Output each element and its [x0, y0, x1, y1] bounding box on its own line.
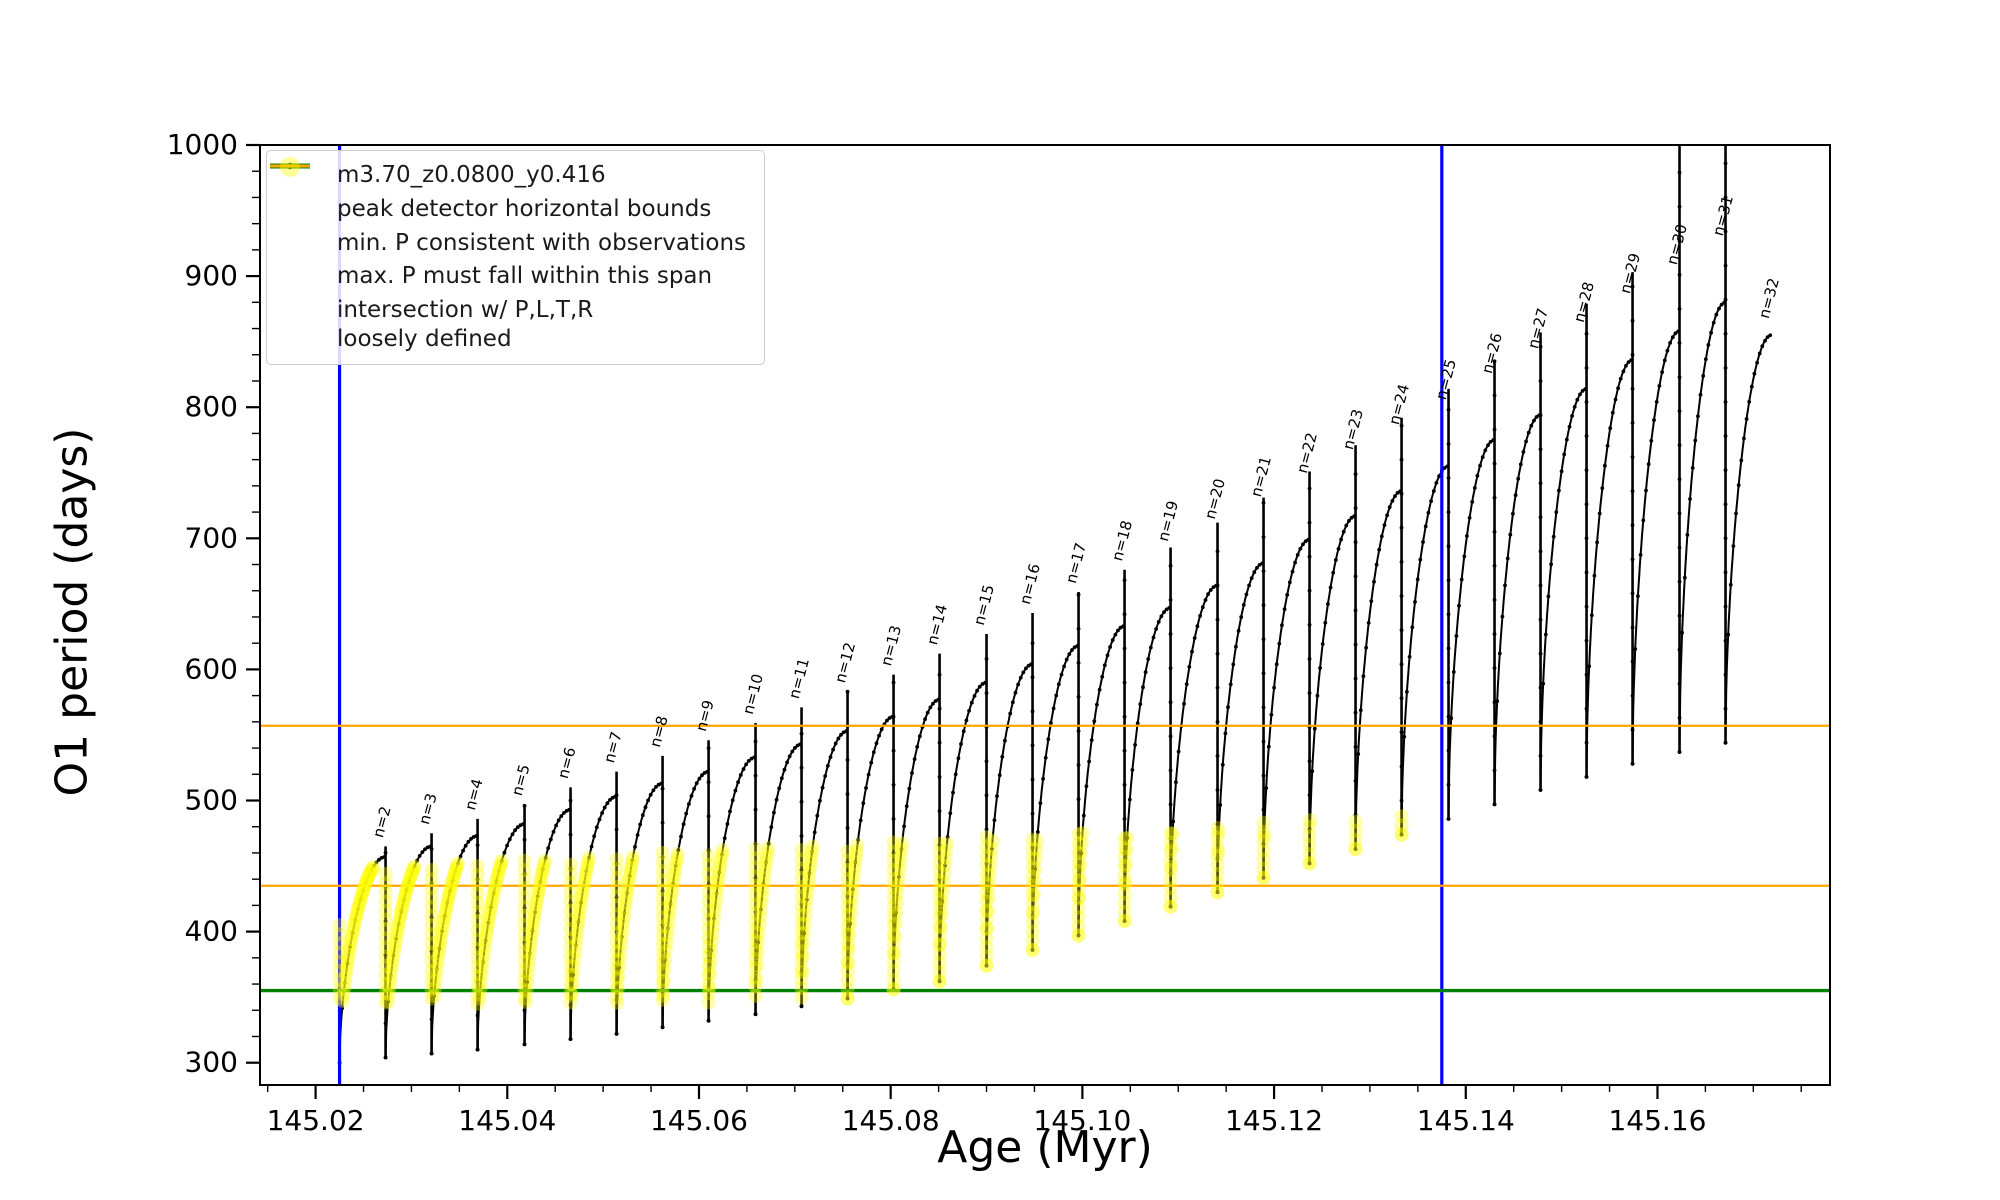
y-tick-label: 700: [185, 521, 238, 554]
n-label: n=28: [1570, 280, 1598, 324]
legend-item-label: max. P must fall within this span: [337, 263, 713, 290]
n-label: n=19: [1154, 499, 1182, 543]
n-label: n=18: [1108, 519, 1136, 563]
x-tick-label: 145.02: [267, 1104, 365, 1137]
n-label: n=32: [1755, 276, 1783, 320]
n-label: n=30: [1663, 222, 1691, 266]
series-track-points: [337, 145, 1773, 1065]
legend: m3.70_z0.0800_y0.416 peak detector horiz…: [266, 150, 766, 365]
x-tick-label: 145.04: [458, 1104, 556, 1137]
legend-item: intersection w/ P,L,T,R loosely defined: [279, 157, 746, 354]
legend-item-label: intersection w/ P,L,T,R loosely defined: [337, 296, 593, 354]
legend-item-label-line2: loosely defined: [337, 325, 512, 352]
legend-item-label: peak detector horizontal bounds: [337, 195, 712, 222]
bound-lines: [260, 145, 1830, 1085]
legend-item: min. P consistent with observations: [270, 163, 747, 258]
n-label: n=17: [1062, 541, 1090, 585]
y-axis-label: O1 period (days): [46, 427, 98, 797]
x-tick-label: 145.10: [1033, 1104, 1131, 1137]
legend-item: peak detector horizontal bounds: [270, 163, 746, 224]
n-label: n=8: [646, 714, 672, 749]
legend-item: max. P must fall within this span: [270, 164, 746, 291]
n-label: n=25: [1432, 357, 1460, 401]
n-label: n=16: [1016, 562, 1044, 606]
legend-item-label: min. P consistent with observations: [337, 229, 747, 256]
n-label: n=10: [739, 672, 767, 716]
y-tick-label: 300: [185, 1046, 238, 1079]
x-tick-label: 145.08: [842, 1104, 940, 1137]
n-label: n=5: [508, 762, 534, 797]
y-tick-label: 800: [185, 390, 238, 423]
n-label: n=2: [369, 804, 395, 839]
n-label: n=24: [1385, 382, 1413, 426]
x-tick-label: 145.16: [1608, 1104, 1706, 1137]
x-tick-label: 145.14: [1417, 1104, 1515, 1137]
n-label: n=6: [554, 745, 580, 780]
n-label: n=20: [1201, 477, 1229, 521]
x-tick-label: 145.12: [1225, 1104, 1323, 1137]
n-label: n=29: [1616, 251, 1644, 295]
legend-item: m3.70_z0.0800_y0.416: [270, 161, 746, 190]
n-label: n=13: [877, 623, 905, 667]
y-tick-label: 400: [185, 915, 238, 948]
n-label: n=11: [785, 656, 813, 700]
axis-ticks: 145.02 145.04 145.06 145.08 145.10 145.12 145.…: [167, 128, 1802, 1137]
n-label: n=15: [970, 583, 998, 627]
axes-spines: [259, 144, 1831, 1086]
y-tick-label: 600: [185, 652, 238, 685]
n-label: n=26: [1478, 331, 1506, 375]
n-label: n=12: [831, 640, 859, 684]
legend-item-label-line1: intersection w/ P,L,T,R: [337, 297, 594, 323]
plot-area-data: [260, 145, 1830, 1085]
y-tick-label: 500: [185, 784, 238, 817]
n-label: n=3: [415, 791, 441, 826]
n-label: n=21: [1247, 454, 1275, 498]
n-label: n=31: [1709, 193, 1737, 237]
n-label: n=27: [1524, 306, 1552, 350]
n-label: n=4: [461, 777, 487, 812]
n-label: n=14: [923, 602, 951, 646]
n-label: n=7: [600, 730, 626, 765]
y-tick-label: 1000: [167, 128, 238, 161]
n-label: n=9: [692, 698, 718, 733]
x-tick-label: 145.06: [650, 1104, 748, 1137]
x-axis-label: Age (Myr): [937, 1122, 1153, 1173]
n-label: n=22: [1293, 431, 1321, 475]
legend-item-label: m3.70_z0.0800_y0.416: [337, 162, 606, 188]
intersection-scatter: [332, 809, 1409, 1011]
y-tick-label: 900: [185, 259, 238, 292]
n-label: n=23: [1339, 407, 1367, 451]
